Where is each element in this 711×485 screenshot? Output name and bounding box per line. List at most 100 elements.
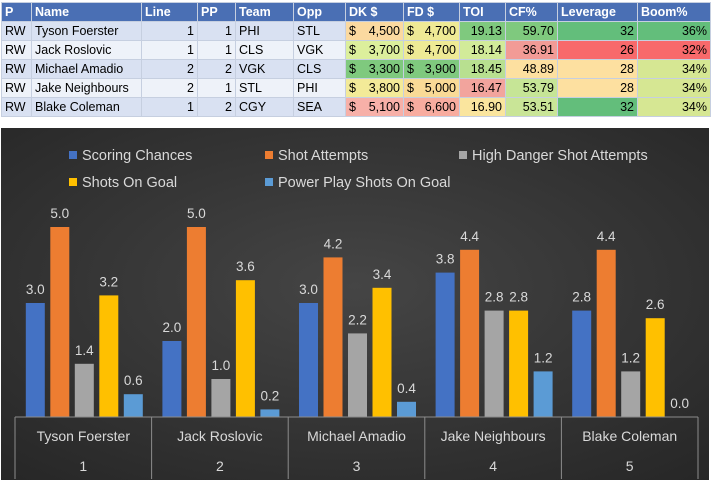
cell-position[interactable]: RW [1,78,32,98]
cell-name[interactable]: Tyson Foerster [31,21,142,41]
col-header-cf-pct[interactable]: CF% [505,2,558,22]
x-tick-label-tyson-foerster: Tyson Foerster [37,428,131,444]
bar-high-danger-shot-attempts-jack-roslovic [211,379,231,417]
cell-fd-salary[interactable]: $4,700 [403,21,460,41]
col-header-line[interactable]: Line [141,2,198,22]
cell-dk-salary[interactable]: $4,500 [345,21,404,41]
col-header-pp[interactable]: PP [197,2,236,22]
cell-pp[interactable]: 1 [197,78,236,98]
cell-cf-pct[interactable]: 53.79 [505,78,558,98]
cell-leverage[interactable]: 26 [557,40,638,60]
player-stats-table: P Name Line PP Team Opp DK $ FD $ TOI CF… [1,2,711,117]
data-label-high-danger-shot-attempts-michael-amadio: 2.2 [348,312,367,327]
cell-value: 3,700 [368,43,400,57]
cell-cf-pct[interactable]: 48.89 [505,59,558,79]
cell-dk-salary[interactable]: $3,700 [345,40,404,60]
cell-fd-salary[interactable]: $3,900 [403,59,460,79]
cell-team[interactable]: PHI [235,21,294,41]
x-tick-number-5: 5 [626,458,634,474]
cell-dk-salary[interactable]: $5,100 [345,97,404,117]
cell-pp[interactable]: 2 [197,97,236,117]
cell-pp[interactable]: 1 [197,40,236,60]
cell-dk-salary[interactable]: $3,300 [345,59,404,79]
cell-cf-pct[interactable]: 59.70 [505,21,558,41]
cell-team[interactable]: STL [235,78,294,98]
col-header-team[interactable]: Team [235,2,294,22]
currency-symbol: $ [407,24,414,38]
bar-scoring-chances-tyson-foerster [25,303,45,417]
currency-symbol: $ [407,81,414,95]
col-header-name[interactable]: Name [31,2,142,22]
cell-boom-pct[interactable]: 32% [637,40,711,60]
cell-leverage[interactable]: 32 [557,97,638,117]
col-header-dk-salary[interactable]: DK $ [345,2,404,22]
data-label-power-play-shots-on-goal-jack-roslovic: 0.2 [261,388,280,403]
cell-fd-salary[interactable]: $6,600 [403,97,460,117]
cell-leverage[interactable]: 28 [557,78,638,98]
cell-toi[interactable]: 19.13 [459,21,506,41]
cell-name[interactable]: Jack Roslovic [31,40,142,60]
cell-value: 3,900 [424,62,456,76]
col-header-opp[interactable]: Opp [293,2,346,22]
cell-pp[interactable]: 1 [197,21,236,41]
col-header-position[interactable]: P [1,2,32,22]
legend-swatch-power-play-shots-on-goal [265,178,273,186]
cell-position[interactable]: RW [1,21,32,41]
cell-fd-salary[interactable]: $4,700 [403,40,460,60]
cell-name[interactable]: Michael Amadio [31,59,142,79]
cell-boom-pct[interactable]: 34% [637,59,711,79]
col-header-toi[interactable]: TOI [459,2,506,22]
cell-team[interactable]: CGY [235,97,294,117]
cell-line[interactable]: 1 [141,97,198,117]
col-header-leverage[interactable]: Leverage [557,2,638,22]
table-row: RW Jack Roslovic 1 1 CLS VGK $3,700 $4,7… [1,40,711,60]
cell-fd-salary[interactable]: $5,000 [403,78,460,98]
currency-symbol: $ [407,100,414,114]
cell-position[interactable]: RW [1,59,32,79]
cell-leverage[interactable]: 28 [557,59,638,79]
col-header-boom-pct[interactable]: Boom% [637,2,711,22]
cell-cf-pct[interactable]: 36.91 [505,40,558,60]
data-label-high-danger-shot-attempts-jack-roslovic: 1.0 [212,358,231,373]
cell-opp[interactable]: SEA [293,97,346,117]
bar-high-danger-shot-attempts-tyson-foerster [74,363,94,417]
cell-line[interactable]: 1 [141,40,198,60]
cell-position[interactable]: RW [1,97,32,117]
data-label-shot-attempts-jake-neighbours: 4.4 [460,229,479,244]
cell-name[interactable]: Blake Coleman [31,97,142,117]
cell-pp[interactable]: 2 [197,59,236,79]
cell-line[interactable]: 2 [141,78,198,98]
cell-team[interactable]: VGK [235,59,294,79]
cell-boom-pct[interactable]: 36% [637,21,711,41]
cell-team[interactable]: CLS [235,40,294,60]
legend-label-scoring-chances: Scoring Chances [82,148,192,164]
legend-label-power-play-shots-on-goal: Power Play Shots On Goal [278,175,450,191]
cell-leverage[interactable]: 32 [557,21,638,41]
cell-boom-pct[interactable]: 34% [637,78,711,98]
cell-toi[interactable]: 18.14 [459,40,506,60]
data-label-power-play-shots-on-goal-blake-coleman: 0.0 [670,396,689,411]
cell-dk-salary[interactable]: $3,800 [345,78,404,98]
cell-opp[interactable]: PHI [293,78,346,98]
cell-opp[interactable]: STL [293,21,346,41]
col-header-fd-salary[interactable]: FD $ [403,2,460,22]
cell-cf-pct[interactable]: 53.51 [505,97,558,117]
cell-line[interactable]: 1 [141,21,198,41]
cell-opp[interactable]: CLS [293,59,346,79]
cell-boom-pct[interactable]: 34% [637,97,711,117]
cell-toi[interactable]: 18.45 [459,59,506,79]
cell-position[interactable]: RW [1,40,32,60]
legend-swatch-shot-attempts [265,151,273,159]
cell-toi[interactable]: 16.90 [459,97,506,117]
bar-scoring-chances-blake-coleman [572,310,592,417]
currency-symbol: $ [407,43,414,57]
bar-shot-attempts-jack-roslovic [186,227,206,417]
cell-opp[interactable]: VGK [293,40,346,60]
cell-line[interactable]: 2 [141,59,198,79]
legend-label-shot-attempts: Shot Attempts [278,148,368,164]
table-row: RW Jake Neighbours 2 1 STL PHI $3,800 $5… [1,78,711,98]
bar-power-play-shots-on-goal-jake-neighbours [533,371,553,417]
cell-toi[interactable]: 16.47 [459,78,506,98]
cell-name[interactable]: Jake Neighbours [31,78,142,98]
currency-symbol: $ [407,62,414,76]
